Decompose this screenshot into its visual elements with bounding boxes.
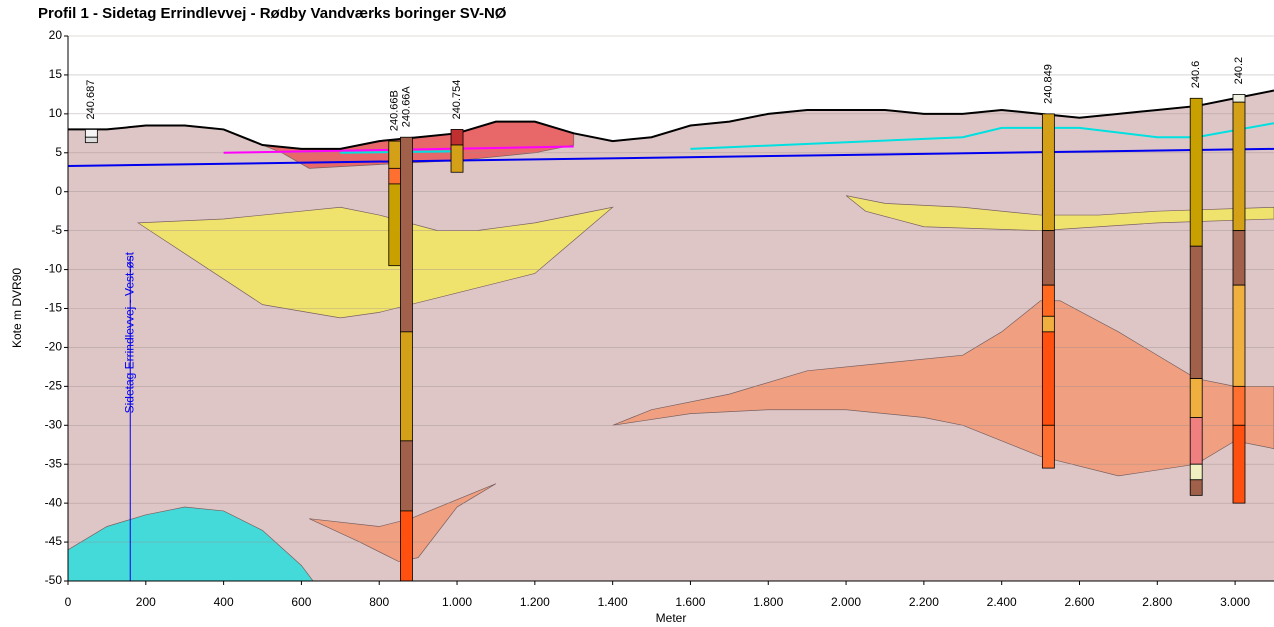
borehole-interval (1233, 425, 1245, 503)
y-axis-label: Kote m DVR90 (10, 268, 24, 348)
x-tick-label: 2.400 (987, 595, 1017, 609)
borehole-interval (400, 137, 412, 332)
borehole-label: 240.687 (85, 80, 97, 120)
x-axis-label: Meter (656, 611, 687, 625)
x-tick-label: 1.400 (598, 595, 628, 609)
y-tick-label: -40 (45, 495, 63, 509)
y-tick-label: 10 (49, 106, 63, 120)
borehole-interval (85, 137, 97, 142)
borehole-interval (1190, 418, 1202, 465)
borehole-interval (1190, 246, 1202, 378)
y-tick-label: -10 (45, 262, 63, 276)
y-tick-label: -20 (45, 340, 63, 354)
y-tick-label: 20 (49, 28, 63, 42)
borehole-label: 240.6 (1190, 61, 1202, 89)
x-tick-label: 400 (214, 595, 234, 609)
y-tick-label: 15 (49, 67, 63, 81)
borehole-interval (451, 129, 463, 145)
section-marker-label: Sidetag Errindlevvej - Vest-øst (122, 251, 136, 413)
x-tick-label: 1.000 (442, 595, 472, 609)
x-tick-label: 1.800 (753, 595, 783, 609)
y-tick-label: -45 (45, 534, 63, 548)
borehole-label: 240.754 (451, 80, 463, 120)
borehole-interval (1190, 480, 1202, 496)
x-tick-label: 2.000 (831, 595, 861, 609)
x-tick-label: 3.000 (1220, 595, 1250, 609)
borehole-label: 240.66A (400, 86, 412, 128)
borehole-interval (1042, 114, 1054, 231)
y-tick-label: -15 (45, 301, 63, 315)
x-tick-label: 1.200 (520, 595, 550, 609)
borehole-interval (1233, 386, 1245, 425)
y-tick-label: 5 (55, 145, 62, 159)
borehole-interval (1233, 231, 1245, 286)
y-tick-label: -50 (45, 573, 63, 587)
y-tick-label: -35 (45, 456, 63, 470)
y-tick-label: -30 (45, 417, 63, 431)
chart-title: Profil 1 - Sidetag Errindlevvej - Rødby … (38, 5, 507, 22)
y-tick-label: -25 (45, 379, 63, 393)
x-tick-label: 200 (136, 595, 156, 609)
borehole-interval (400, 332, 412, 441)
borehole-interval (1042, 285, 1054, 316)
x-tick-label: 800 (369, 595, 389, 609)
x-tick-label: 2.600 (1064, 595, 1094, 609)
borehole-interval (1190, 98, 1202, 246)
borehole-interval (451, 145, 463, 172)
x-tick-label: 2.800 (1142, 595, 1172, 609)
x-tick-label: 1.600 (675, 595, 705, 609)
x-tick-label: 0 (65, 595, 72, 609)
borehole-interval (400, 511, 412, 581)
borehole-interval (1190, 379, 1202, 418)
borehole-interval (389, 168, 401, 184)
borehole-label: 240.2 (1233, 57, 1245, 85)
y-tick-label: 0 (55, 184, 62, 198)
borehole-interval (85, 129, 97, 137)
borehole-interval (389, 141, 401, 168)
borehole-interval (400, 441, 412, 511)
borehole-interval (1190, 464, 1202, 480)
borehole-label: 240.849 (1042, 64, 1054, 104)
chart: Profil 1 - Sidetag Errindlevvej - Rødby … (0, 0, 1274, 627)
borehole-label: 240.66B (389, 90, 401, 131)
borehole-interval (389, 184, 401, 266)
borehole-interval (1042, 231, 1054, 286)
x-tick-label: 2.200 (909, 595, 939, 609)
borehole-interval (1233, 102, 1245, 230)
borehole-interval (1233, 94, 1245, 102)
borehole-interval (1042, 332, 1054, 425)
borehole-interval (1042, 316, 1054, 332)
y-tick-label: -5 (51, 223, 62, 237)
borehole-interval (1042, 425, 1054, 468)
borehole-interval (1233, 285, 1245, 386)
x-tick-label: 600 (291, 595, 311, 609)
